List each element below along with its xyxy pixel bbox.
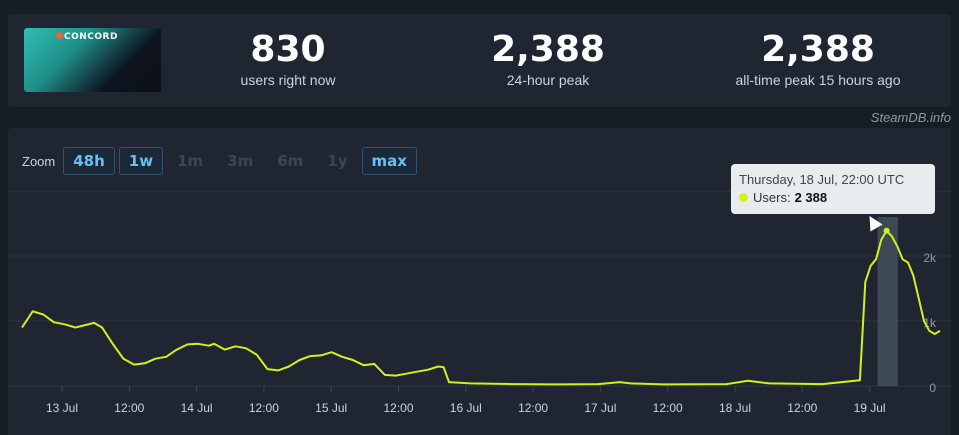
24h-peak-stat: 2,388 24-hour peak: [478, 29, 618, 89]
current-users-stat: 830 users right now: [218, 29, 358, 89]
game-thumbnail[interactable]: CONCORD: [24, 28, 161, 92]
zoom-label: Zoom: [22, 153, 56, 169]
zoom-6m-button[interactable]: 6m: [277, 152, 304, 170]
tooltip-row: Users: 2 388: [739, 190, 927, 205]
zoom-3m-button[interactable]: 3m: [227, 152, 254, 170]
x-tick-label: 18 Jul: [719, 401, 751, 415]
x-tick-label: 19 Jul: [854, 401, 886, 415]
x-tick-label: 15 Jul: [315, 401, 347, 415]
stats-panel: CONCORD 830 users right now 2,388 24-hou…: [8, 14, 951, 107]
stat-value: 830: [250, 29, 326, 70]
x-tick-label: 12:00: [114, 401, 144, 415]
steamdb-credit: SteamDB.info: [870, 110, 951, 125]
stat-value: 2,388: [761, 29, 875, 70]
zoom-max-button[interactable]: max: [361, 147, 417, 175]
y-tick-label: 2k: [923, 251, 937, 265]
y-tick-label: 0: [929, 381, 936, 395]
x-tick-label: 17 Jul: [584, 401, 616, 415]
stat-value: 2,388: [491, 29, 605, 70]
concord-logo-icon: [56, 32, 63, 39]
stat-label: users right now: [240, 72, 336, 88]
x-tick-label: 16 Jul: [450, 401, 482, 415]
tooltip-value: 2 388: [794, 190, 828, 205]
hover-band: [877, 217, 898, 386]
x-tick-label: 13 Jul: [46, 401, 78, 415]
stat-label: 24-hour peak: [506, 72, 590, 88]
tooltip-title: Thursday, 18 Jul, 22:00 UTC: [739, 172, 905, 187]
x-tick-label: 12:00: [249, 401, 279, 415]
chart-tooltip: Thursday, 18 Jul, 22:00 UTC Users: 2 388: [731, 164, 935, 214]
stat-label[interactable]: all-time peak 15 hours ago: [735, 72, 901, 88]
all-time-peak-stat: 2,388 all-time peak 15 hours ago: [708, 29, 928, 89]
x-tick-label: 12:00: [653, 401, 683, 415]
users-series-line: [21, 229, 941, 386]
zoom-bar: Zoom 48h 1w 1m 3m 6m 1y max: [22, 147, 421, 175]
tooltip-series-label: Users:: [753, 190, 791, 205]
x-tick-label: 14 Jul: [181, 401, 213, 415]
game-logo-text: CONCORD: [64, 32, 118, 42]
x-tick-label: 12:00: [518, 401, 548, 415]
zoom-1y-button[interactable]: 1y: [327, 152, 348, 170]
zoom-1w-button[interactable]: 1w: [118, 147, 164, 175]
zoom-48h-button[interactable]: 48h: [63, 147, 115, 175]
peak-point: [883, 227, 890, 234]
series-dot-icon: [739, 193, 748, 202]
zoom-1m-button[interactable]: 1m: [177, 152, 204, 170]
x-tick-label: 12:00: [383, 401, 413, 415]
x-tick-label: 12:00: [787, 401, 817, 415]
